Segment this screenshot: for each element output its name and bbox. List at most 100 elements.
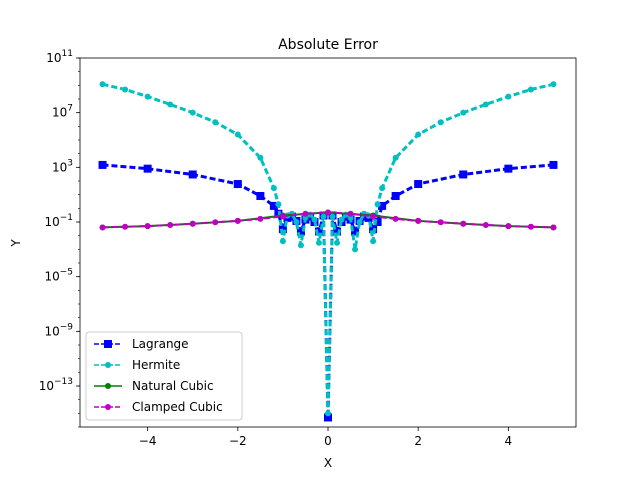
lagrange-marker [256,191,265,200]
hermite-marker [212,119,219,126]
lagrange-marker [504,164,513,173]
clamped-cubic-marker [279,213,286,220]
legend: Lagrange Hermite Natural Cubic Clamped Cubi… [85,331,243,421]
hermite-marker [352,246,359,253]
legend-label-lagrange: Lagrange [132,337,189,351]
y-tick-label: 10−1 [44,213,73,229]
lagrange-marker [269,201,278,210]
y-tick-label: 103 [52,158,73,174]
lagrange-marker [459,170,468,179]
clamped-cubic-marker [167,222,174,229]
legend-label-hermite: Hermite [132,358,180,372]
hermite-marker [437,119,444,126]
clamped-cubic-marker [415,217,422,224]
lagrange-marker [391,191,400,200]
clamped-cubic-marker [212,219,219,226]
clamped-cubic-marker [460,220,467,227]
hermite-marker [374,201,381,208]
x-tick-label: −4 [139,434,157,448]
y-axis: 1011 107 103 10−1 10−5 10−9 10−13 [39,49,80,428]
x-tick-label: 2 [414,434,422,448]
lagrange-marker [378,201,387,210]
lagrange-marker [351,227,360,236]
clamped-cubic-marker [437,219,444,226]
x-tick-label: 0 [324,434,332,448]
clamped-cubic-marker [302,210,309,217]
legend-label-clamped-cubic: Clamped Cubic [132,400,223,414]
hermite-marker [293,219,300,225]
hermite-marker [392,154,399,161]
hermite-marker [370,238,377,245]
y-tick-label: 10−9 [44,322,73,338]
legend-marker-clamped-cubic [105,404,111,410]
clamped-cubic-marker [325,209,331,216]
lagrange-marker [296,227,305,236]
hermite-marker [334,239,341,246]
hermite-marker [356,219,363,225]
clamped-cubic-marker [347,210,354,217]
hermite-marker [257,154,264,161]
legend-box [85,331,243,421]
clamped-cubic-marker [99,224,106,231]
hermite-marker [315,239,322,246]
clamped-cubic-marker [505,223,512,230]
x-tick-label: −2 [229,434,247,448]
legend-label-natural-cubic: Natural Cubic [132,379,214,393]
legend-marker-natural-cubic [105,383,111,389]
hermite-marker [189,109,196,116]
hermite-marker [234,131,241,138]
hermite-marker [297,242,304,249]
clamped-cubic-marker [482,222,489,229]
hermite-marker [460,109,467,116]
clamped-cubic-marker [144,223,151,230]
x-axis-label: X [324,456,332,470]
hermite-marker [379,185,386,192]
series-layer [98,81,558,422]
lagrange-marker [549,160,558,169]
y-tick-label: 10−5 [44,268,73,284]
lagrange-marker [314,227,323,236]
hermite-marker [270,185,277,192]
lagrange-marker [373,218,382,226]
hermite-marker [325,410,331,417]
y-axis-label: Y [9,239,23,248]
hermite-marker [347,214,354,221]
lagrange-marker [233,180,242,189]
lagrange-marker [143,164,152,173]
clamped-cubic-marker [370,213,377,220]
y-tick-label: 107 [52,104,73,120]
hermite-marker [144,93,151,100]
clamped-cubic-marker [189,220,196,227]
hermite-marker [122,86,129,93]
hermite-marker [338,216,345,223]
hermite-marker [99,81,106,88]
clamped-cubic-marker [527,223,534,230]
hermite-marker [415,131,422,138]
y-tick-label: 1011 [46,49,73,65]
x-tick-label: 4 [505,434,513,448]
hermite-marker [320,213,327,220]
hermite-marker [279,238,286,245]
hermite-marker [550,81,557,88]
hermite-marker [167,101,174,108]
hermite-marker [275,201,282,208]
clamped-cubic-marker [234,217,241,224]
legend-marker-hermite [105,362,111,368]
chart-title: Absolute Error [278,37,378,53]
clamped-cubic-marker [122,223,129,230]
hermite-marker [302,214,309,221]
hermite-marker [527,86,534,93]
hermite-marker [329,213,336,220]
lagrange-marker [98,160,107,169]
clamped-cubic-marker [257,215,264,222]
lagrange-marker [324,413,332,422]
clamped-cubic-marker [392,215,399,222]
lagrange-marker [333,227,342,236]
legend-marker-lagrange [104,340,112,348]
hermite-marker [482,101,489,108]
hermite-marker [505,93,512,100]
lagrange-marker [188,170,197,179]
x-axis: −4 −2 0 2 4 [139,427,512,448]
clamped-cubic-marker [550,224,557,231]
